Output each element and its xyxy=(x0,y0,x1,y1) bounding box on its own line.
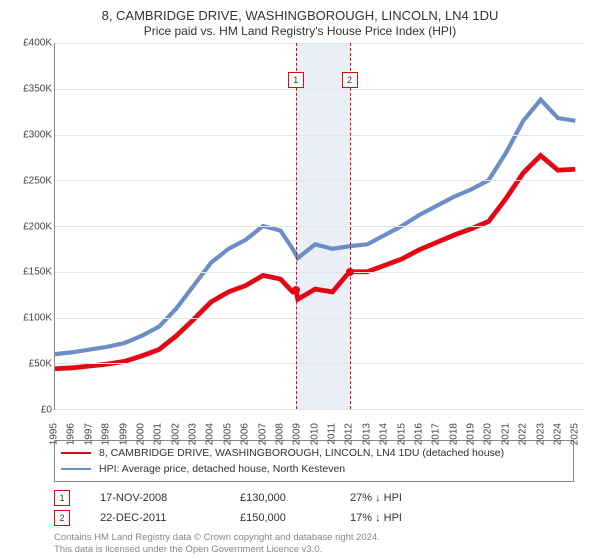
x-tick-label: 2001 xyxy=(153,423,164,445)
plot-area: 12 xyxy=(54,43,584,410)
x-tick-label: 2020 xyxy=(483,423,494,445)
gridline-h xyxy=(55,318,584,319)
sale-vline xyxy=(296,43,297,409)
gridline-h xyxy=(55,43,584,44)
chart-zone: £0£50K£100K£150K£200K£250K£300K£350K£400… xyxy=(10,43,590,434)
x-tick-label: 2016 xyxy=(413,423,424,445)
x-tick-label: 2008 xyxy=(274,423,285,445)
x-tick-label: 2003 xyxy=(188,423,199,445)
legend: 8, CAMBRIDGE DRIVE, WASHINGBOROUGH, LINC… xyxy=(54,440,574,482)
x-tick-label: 2007 xyxy=(257,423,268,445)
y-axis: £0£50K£100K£150K£200K£250K£300K£350K£400… xyxy=(10,43,54,410)
footer-line-1: Contains HM Land Registry data © Crown c… xyxy=(54,532,590,544)
legend-swatch xyxy=(61,452,91,454)
sale-point xyxy=(346,268,354,276)
sale-point xyxy=(292,286,300,294)
sale-delta: 17% ↓ HPI xyxy=(350,508,440,528)
footer-line-2: This data is licensed under the Open Gov… xyxy=(54,544,590,556)
y-tick-label: £200K xyxy=(23,221,52,232)
x-tick-label: 1998 xyxy=(101,423,112,445)
legend-swatch xyxy=(61,468,91,470)
series-paid xyxy=(55,156,575,369)
sale-delta: 27% ↓ HPI xyxy=(350,488,440,508)
sale-marker-box: 2 xyxy=(342,72,358,88)
footer: Contains HM Land Registry data © Crown c… xyxy=(54,532,590,556)
y-tick-label: £350K xyxy=(23,83,52,94)
y-tick-label: £100K xyxy=(23,313,52,324)
x-tick-label: 2006 xyxy=(240,423,251,445)
x-tick-label: 2018 xyxy=(448,423,459,445)
sale-marker: 1 xyxy=(54,490,70,506)
x-tick-label: 2011 xyxy=(327,423,338,445)
sale-vline xyxy=(350,43,351,409)
x-tick-label: 2012 xyxy=(344,423,355,445)
y-tick-label: £250K xyxy=(23,175,52,186)
chart-title: 8, CAMBRIDGE DRIVE, WASHINGBOROUGH, LINC… xyxy=(10,8,590,24)
legend-label: HPI: Average price, detached house, Nort… xyxy=(99,461,345,477)
y-tick-label: £0 xyxy=(41,405,52,416)
y-tick-label: £400K xyxy=(23,38,52,49)
x-tick-label: 2025 xyxy=(570,423,581,445)
gridline-h xyxy=(55,363,584,364)
x-tick-label: 2002 xyxy=(170,423,181,445)
x-tick-label: 2015 xyxy=(396,423,407,445)
sale-date: 22-DEC-2011 xyxy=(100,508,210,528)
y-tick-label: £150K xyxy=(23,267,52,278)
x-axis: 1995199619971998199920002001200220032004… xyxy=(54,410,584,434)
sale-row: 1 17-NOV-2008 £130,000 27% ↓ HPI xyxy=(54,488,590,508)
x-tick-label: 2019 xyxy=(466,423,477,445)
x-tick-label: 2005 xyxy=(222,423,233,445)
x-tick-label: 1997 xyxy=(83,423,94,445)
y-tick-label: £50K xyxy=(29,359,52,370)
gridline-h xyxy=(55,89,584,90)
x-tick-label: 1995 xyxy=(49,423,60,445)
chart-subtitle: Price paid vs. HM Land Registry's House … xyxy=(10,24,590,39)
x-tick-label: 2013 xyxy=(361,423,372,445)
sale-row: 2 22-DEC-2011 £150,000 17% ↓ HPI xyxy=(54,508,590,528)
x-tick-label: 2017 xyxy=(431,423,442,445)
chart-container: 8, CAMBRIDGE DRIVE, WASHINGBOROUGH, LINC… xyxy=(0,0,600,560)
x-tick-label: 2014 xyxy=(379,423,390,445)
x-tick-label: 1996 xyxy=(66,423,77,445)
x-tick-label: 2024 xyxy=(552,423,563,445)
y-tick-label: £300K xyxy=(23,129,52,140)
sale-date: 17-NOV-2008 xyxy=(100,488,210,508)
gridline-h xyxy=(55,272,584,273)
sale-marker-box: 1 xyxy=(288,72,304,88)
legend-row: 8, CAMBRIDGE DRIVE, WASHINGBOROUGH, LINC… xyxy=(61,445,567,461)
x-tick-label: 2023 xyxy=(535,423,546,445)
gridline-h xyxy=(55,226,584,227)
x-tick-label: 1999 xyxy=(118,423,129,445)
x-tick-label: 2009 xyxy=(292,423,303,445)
gridline-h xyxy=(55,135,584,136)
gridline-h xyxy=(55,180,584,181)
x-tick-label: 2021 xyxy=(500,423,511,445)
x-tick-label: 2010 xyxy=(309,423,320,445)
x-tick-label: 2004 xyxy=(205,423,216,445)
sales-table: 1 17-NOV-2008 £130,000 27% ↓ HPI 2 22-DEC-201… xyxy=(54,488,590,528)
x-tick-label: 2000 xyxy=(135,423,146,445)
sale-price: £130,000 xyxy=(240,488,320,508)
legend-label: 8, CAMBRIDGE DRIVE, WASHINGBOROUGH, LINC… xyxy=(99,445,504,461)
legend-row: HPI: Average price, detached house, Nort… xyxy=(61,461,567,477)
sale-marker: 2 xyxy=(54,510,70,526)
sale-price: £150,000 xyxy=(240,508,320,528)
x-tick-label: 2022 xyxy=(518,423,529,445)
